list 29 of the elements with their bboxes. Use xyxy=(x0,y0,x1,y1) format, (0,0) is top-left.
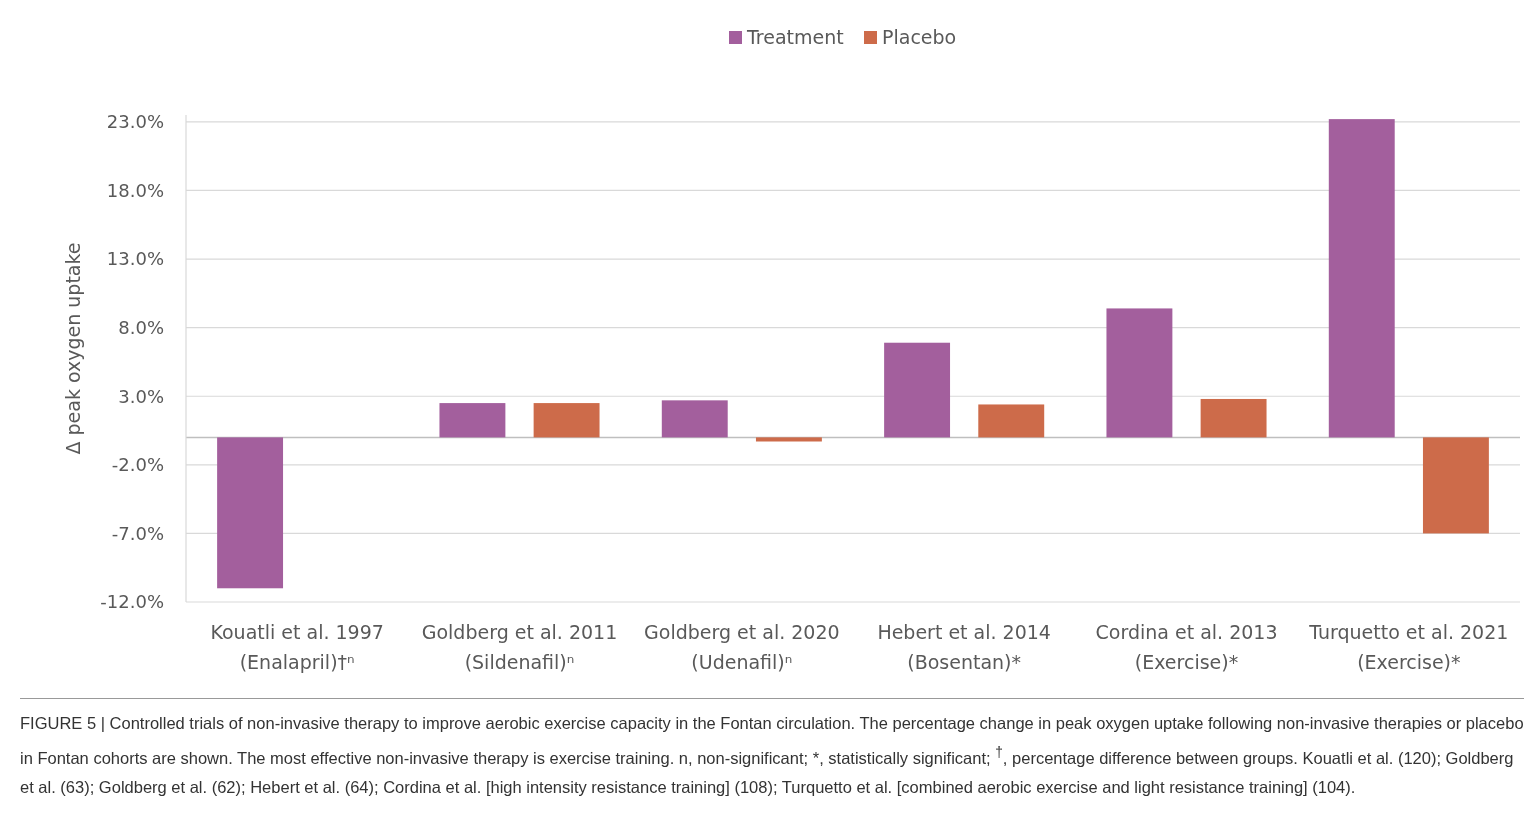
y-tick-label: 8.0% xyxy=(118,316,164,338)
bar xyxy=(439,403,506,438)
x-tick-label: Cordina et al. 2013 (Exercise)* xyxy=(1095,621,1278,673)
x-tick-label: Hebert et al. 2014 (Bosentan)* xyxy=(877,621,1051,673)
bar xyxy=(1106,308,1173,438)
bar xyxy=(533,403,600,438)
legend-label: Placebo xyxy=(882,26,957,48)
x-tick-label: Goldberg et al. 2020 (Udenafil)ⁿ xyxy=(644,621,840,673)
y-tick-label: -2.0% xyxy=(111,454,164,476)
x-tick-label: Goldberg et al. 2011 (Sildenafil)ⁿ xyxy=(421,621,618,673)
y-axis-title: Δ peak oxygen uptake xyxy=(62,242,84,455)
y-tick-label: 18.0% xyxy=(106,179,164,201)
y-tick-label: 23.0% xyxy=(106,111,164,133)
bar xyxy=(755,437,822,442)
bar xyxy=(1422,437,1489,534)
y-tick-label: -12.0% xyxy=(100,591,164,613)
bar xyxy=(884,342,951,438)
y-tick-label: 13.0% xyxy=(106,248,164,270)
y-tick-label: -7.0% xyxy=(111,522,164,544)
bar xyxy=(1200,398,1267,438)
y-tick-label: 3.0% xyxy=(118,385,164,407)
caption: FIGURE 5 | Controlled trials of non-invasive therapy to improve aerobic exercise capacity in the Fontan circulation. The percentage change in peak oxygen uptake following non-invasive therapies or placebo in Fontan cohorts are shown. The most effective non-invasive therapy is exercise training. n, non-significant; *, statistically significant; $^{†}$, percentage difference between groups. Kouatli et al. (120); Goldberg et al. (63); Goldberg et al. (62); Hebert et al. (64); Cordina et al. [high intensity resistance training] (108); Turquetto et al. [combined aerobic exercise and light resistance training] (104). xyxy=(20,713,1524,798)
bar xyxy=(978,404,1045,438)
x-tick-label: Turquetto et al. 2021 (Exercise)* xyxy=(1308,621,1509,673)
x-tick-label: Kouatli et al. 1997 (Enalapril)†ⁿ xyxy=(210,621,384,673)
bar xyxy=(661,400,728,438)
bar xyxy=(217,437,284,589)
legend-label: Treatment xyxy=(746,26,844,48)
bar xyxy=(1328,119,1395,438)
